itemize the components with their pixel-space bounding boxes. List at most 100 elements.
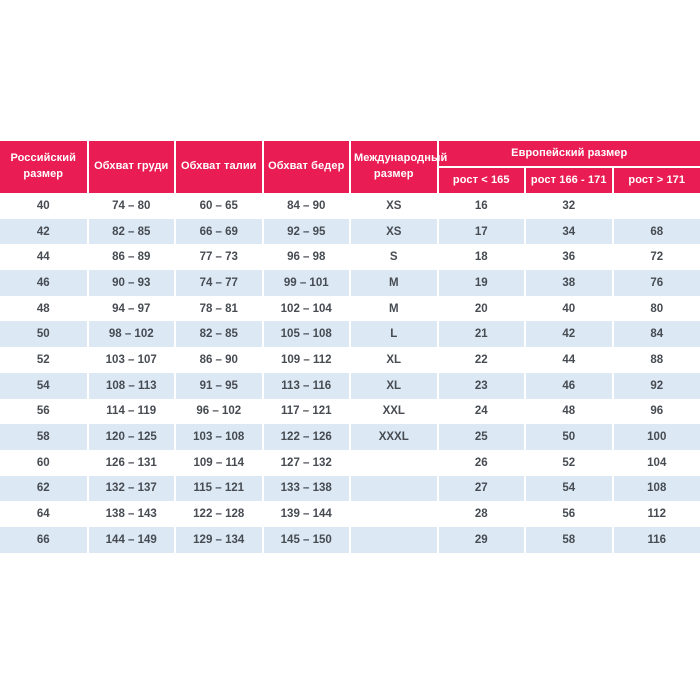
table-cell: 113 – 116 — [261, 372, 350, 399]
table-cell — [349, 501, 438, 527]
table-cell: 20 — [436, 295, 525, 322]
table-cell: 50 — [0, 321, 88, 348]
table-cell: 36 — [524, 244, 613, 271]
table-row: 58 120 – 125 103 – 108 122 – 126 XXXL 25 50 100 — [0, 424, 700, 450]
table-cell: 34 — [524, 218, 613, 245]
header-international-size: Международный размер — [349, 141, 447, 193]
table-cell: 88 — [611, 347, 700, 373]
table-cell: 94 – 97 — [86, 295, 175, 322]
table-cell: XXXL — [349, 424, 438, 450]
table-cell: 112 — [611, 501, 700, 527]
table-cell: 66 — [0, 526, 88, 553]
table-row: 48 94 – 97 78 – 81 102 – 104 M 20 40 80 — [0, 295, 700, 322]
table-row: 64 138 – 143 122 – 128 139 – 144 28 56 112 — [0, 501, 700, 527]
header-russian-size: Российский размер — [0, 141, 88, 193]
table-cell: 72 — [611, 244, 700, 271]
table-cell: M — [349, 270, 438, 296]
table-cell: 44 — [524, 347, 613, 373]
table-cell: 91 – 95 — [174, 372, 263, 399]
table-cell: 26 — [436, 449, 525, 476]
table-cell: 98 – 102 — [86, 321, 175, 348]
table-cell: 62 — [0, 475, 88, 502]
table-cell: 115 – 121 — [174, 475, 263, 502]
table-cell: 105 – 108 — [261, 321, 350, 348]
table-cell — [611, 193, 700, 219]
table-header-row-sub: рост < 165 рост 166 - 171 рост > 171 — [0, 167, 700, 193]
table-cell: 24 — [436, 398, 525, 425]
table-cell: 40 — [0, 193, 88, 219]
table-cell: 145 – 150 — [261, 526, 350, 553]
table-row: 50 98 – 102 82 – 85 105 – 108 L 21 42 84 — [0, 321, 700, 348]
table-cell: 50 — [524, 424, 613, 450]
table-cell: 84 – 90 — [261, 193, 350, 219]
table-cell: 52 — [0, 347, 88, 373]
table-cell: 138 – 143 — [86, 501, 175, 527]
table-cell: 90 – 93 — [86, 270, 175, 296]
table-cell: 16 — [436, 193, 525, 219]
table-row: 60 126 – 131 109 – 114 127 – 132 26 52 104 — [0, 449, 700, 476]
header-hips: Обхват бедер — [261, 141, 350, 193]
table-cell: 56 — [524, 501, 613, 527]
table-cell: 32 — [524, 193, 613, 219]
table-cell: 54 — [0, 372, 88, 399]
table-row: 40 74 – 80 60 – 65 84 – 90 XS 16 32 — [0, 193, 700, 219]
table-cell: 103 – 107 — [86, 347, 175, 373]
table-cell: 27 — [436, 475, 525, 502]
table-cell: XS — [349, 193, 438, 219]
table-cell: S — [349, 244, 438, 271]
table-cell: 46 — [0, 270, 88, 296]
table-cell: 139 – 144 — [261, 501, 350, 527]
table-row: 56 114 – 119 96 – 102 117 – 121 XXL 24 48 96 — [0, 398, 700, 425]
table-cell: 132 – 137 — [86, 475, 175, 502]
table-cell: 40 — [524, 295, 613, 322]
table-cell: 116 — [611, 526, 700, 553]
table-cell: 126 – 131 — [86, 449, 175, 476]
table-cell: 109 – 114 — [174, 449, 263, 476]
table-cell: 77 – 73 — [174, 244, 263, 271]
table-cell: 96 — [611, 398, 700, 425]
table-cell: 144 – 149 — [86, 526, 175, 553]
table-cell: 104 — [611, 449, 700, 476]
table-cell: 42 — [524, 321, 613, 348]
header-height-over-171: рост > 171 — [611, 167, 700, 193]
table-cell: XXL — [349, 398, 438, 425]
table-cell: 127 – 132 — [261, 449, 350, 476]
table-row: 66 144 – 149 129 – 134 145 – 150 29 58 116 — [0, 526, 700, 553]
table-cell: 86 – 90 — [174, 347, 263, 373]
table-row: 62 132 – 137 115 – 121 133 – 138 27 54 108 — [0, 475, 700, 502]
table-cell: 23 — [436, 372, 525, 399]
table-cell: 96 – 98 — [261, 244, 350, 271]
table-cell: 56 — [0, 398, 88, 425]
table-cell: 92 — [611, 372, 700, 399]
table-cell: 84 — [611, 321, 700, 348]
table-row: 52 103 – 107 86 – 90 109 – 112 XL 22 44 88 — [0, 347, 700, 373]
table-cell: 86 – 89 — [86, 244, 175, 271]
table-cell: 18 — [436, 244, 525, 271]
table-cell: M — [349, 295, 438, 322]
table-cell: 19 — [436, 270, 525, 296]
table-row: 42 82 – 85 66 – 69 92 – 95 XS 17 34 68 — [0, 218, 700, 245]
table-cell — [349, 526, 438, 553]
table-cell: 29 — [436, 526, 525, 553]
table-cell: 117 – 121 — [261, 398, 350, 425]
table-header-row-top: Российский размер Обхват груди Обхват та… — [0, 141, 700, 193]
table-cell — [349, 449, 438, 476]
table-cell: 100 — [611, 424, 700, 450]
table-cell: 21 — [436, 321, 525, 348]
table-cell: 109 – 112 — [261, 347, 350, 373]
table-cell: 58 — [524, 526, 613, 553]
table-row: 54 108 – 113 91 – 95 113 – 116 XL 23 46 92 — [0, 372, 700, 399]
table-cell — [349, 475, 438, 502]
table-cell: 74 – 80 — [86, 193, 175, 219]
table-cell: 82 – 85 — [86, 218, 175, 245]
table-cell: 96 – 102 — [174, 398, 263, 425]
table-cell: 48 — [524, 398, 613, 425]
table-cell: 78 – 81 — [174, 295, 263, 322]
table-cell: 54 — [524, 475, 613, 502]
table-cell: XL — [349, 372, 438, 399]
table-cell: 38 — [524, 270, 613, 296]
table-cell: 22 — [436, 347, 525, 373]
table-header: Российский размер Обхват груди Обхват та… — [0, 141, 700, 193]
table-cell: 44 — [0, 244, 88, 271]
